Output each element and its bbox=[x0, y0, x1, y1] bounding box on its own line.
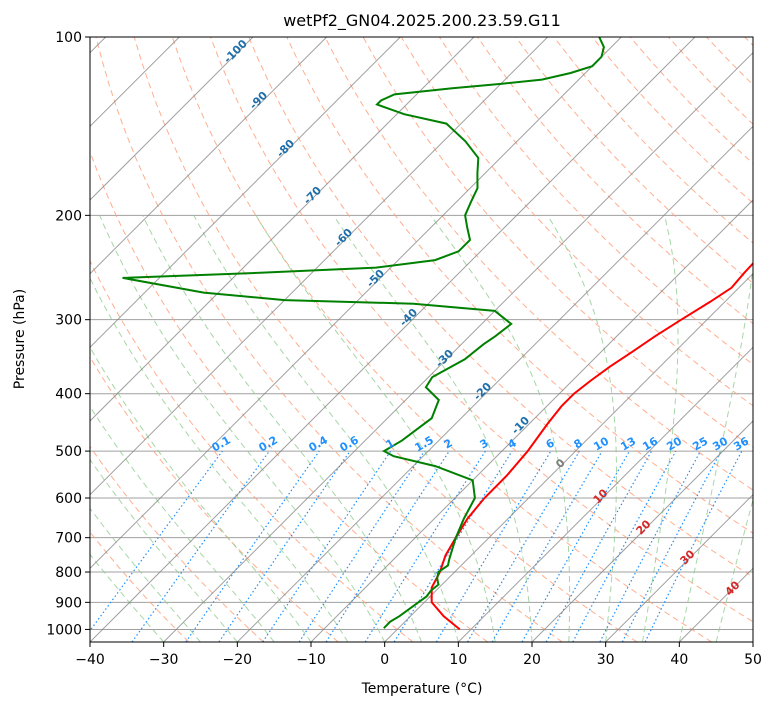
moist-adiabat-line bbox=[99, 215, 386, 642]
isotherm-line bbox=[531, 420, 753, 642]
temperature-profile bbox=[430, 261, 753, 631]
mixing-ratio-line bbox=[644, 450, 743, 642]
dry-adiabat-line bbox=[248, 37, 753, 578]
y-tick-label: 700 bbox=[55, 531, 82, 547]
moist-adiabat-line bbox=[547, 215, 617, 642]
isotherm-line bbox=[384, 272, 753, 642]
y-tick-label: 400 bbox=[55, 387, 82, 403]
y-tick-label: 800 bbox=[55, 565, 82, 581]
dewpoint-profile bbox=[122, 37, 605, 629]
mixing-ratio-line bbox=[218, 450, 351, 642]
dry-adiabat-line bbox=[90, 356, 339, 642]
plot-frame bbox=[89, 36, 754, 643]
isotherm-line bbox=[605, 493, 753, 642]
x-tick-label: 40 bbox=[670, 652, 688, 668]
y-tick-label: 1000 bbox=[46, 622, 82, 638]
x-tick-label: 50 bbox=[744, 652, 762, 668]
moist-adiabat-line bbox=[193, 215, 459, 642]
moist-adiabat-line bbox=[90, 346, 312, 642]
isotherm-line bbox=[310, 199, 753, 642]
mixing-ratio-line bbox=[393, 450, 513, 642]
x-axis-label: Temperature (°C) bbox=[361, 681, 483, 697]
moist-adiabat-line bbox=[678, 264, 753, 642]
mixing-ratio-line bbox=[90, 450, 223, 632]
isotherm-line bbox=[90, 37, 401, 349]
x-tick-label: 20 bbox=[523, 652, 541, 668]
moist-adiabat-line bbox=[90, 405, 275, 642]
moist-adiabat-line bbox=[90, 458, 238, 642]
isotherm-line bbox=[236, 125, 753, 642]
y-axis-label: Pressure (hPa) bbox=[12, 289, 28, 389]
dry-adiabat-line bbox=[515, 37, 753, 284]
dry-adiabat-line bbox=[210, 37, 753, 623]
isotherm-line bbox=[90, 37, 696, 642]
dry-adiabat-line bbox=[324, 37, 753, 491]
mixing-ratio-line bbox=[131, 450, 270, 642]
mixing-ratio-line bbox=[185, 450, 320, 642]
y-tick-label: 200 bbox=[55, 208, 82, 224]
dry-adiabat-line bbox=[95, 37, 563, 642]
isotherm-line bbox=[752, 641, 753, 642]
x-tick-label: −30 bbox=[149, 652, 179, 668]
y-tick-label: 600 bbox=[55, 491, 82, 507]
y-tick-label: 300 bbox=[55, 313, 82, 329]
x-tick-label: −20 bbox=[223, 652, 253, 668]
dry-adiabat-line bbox=[286, 37, 753, 534]
isotherm-line bbox=[90, 37, 475, 422]
moist-adiabat-line bbox=[642, 215, 679, 642]
y-tick-label: 900 bbox=[55, 595, 82, 611]
moist-adiabat-line bbox=[142, 215, 422, 642]
isotherm-line bbox=[90, 37, 549, 496]
x-tick-label: −10 bbox=[296, 652, 326, 668]
mixing-ratio-line bbox=[262, 450, 392, 642]
isotherm-line bbox=[457, 346, 753, 642]
y-tick-label: 100 bbox=[55, 30, 82, 46]
chart-title: wetPf2_GN04.2025.200.23.59.G11 bbox=[283, 11, 561, 31]
y-tick-label: 500 bbox=[55, 444, 82, 460]
isotherm-line bbox=[90, 37, 328, 275]
x-tick-label: 30 bbox=[597, 652, 615, 668]
isotherm-line bbox=[163, 51, 753, 642]
x-tick-label: 10 bbox=[449, 652, 467, 668]
isotherm-line bbox=[90, 37, 622, 570]
x-tick-label: 0 bbox=[380, 652, 389, 668]
mixing-ratio-line bbox=[298, 450, 425, 642]
moist-adiabat-line bbox=[332, 215, 533, 642]
x-tick-label: −40 bbox=[75, 652, 105, 668]
mixing-ratio-line bbox=[521, 450, 631, 642]
isotherm-line bbox=[90, 37, 254, 201]
dry-adiabat-line bbox=[90, 259, 414, 642]
plot-area bbox=[90, 37, 753, 642]
dry-adiabat-line bbox=[90, 445, 264, 642]
mixing-ratio-line bbox=[325, 450, 450, 642]
mixing-ratio-line bbox=[545, 450, 653, 642]
dry-adiabat-line bbox=[133, 37, 638, 642]
moist-adiabat-line bbox=[430, 215, 571, 642]
mixing-ratio-line bbox=[572, 450, 677, 642]
dry-adiabat-line bbox=[171, 37, 712, 642]
